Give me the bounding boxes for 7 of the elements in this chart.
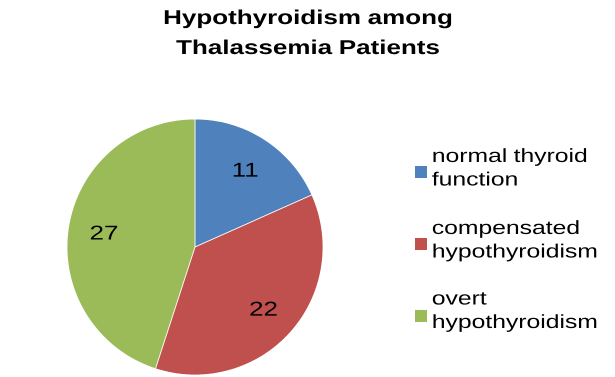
data-label: 11 — [234, 162, 258, 177]
legend-label: compensated hypothyroidism — [432, 220, 596, 262]
data-label: 22 — [250, 302, 277, 316]
legend-label: overt hypothyroidism — [432, 292, 596, 332]
chart-title: Hypothyroidism among Thalassemia Patients — [164, 10, 452, 54]
legend-label: normal thyroid function — [432, 148, 586, 186]
data-label: 27 — [90, 226, 118, 240]
